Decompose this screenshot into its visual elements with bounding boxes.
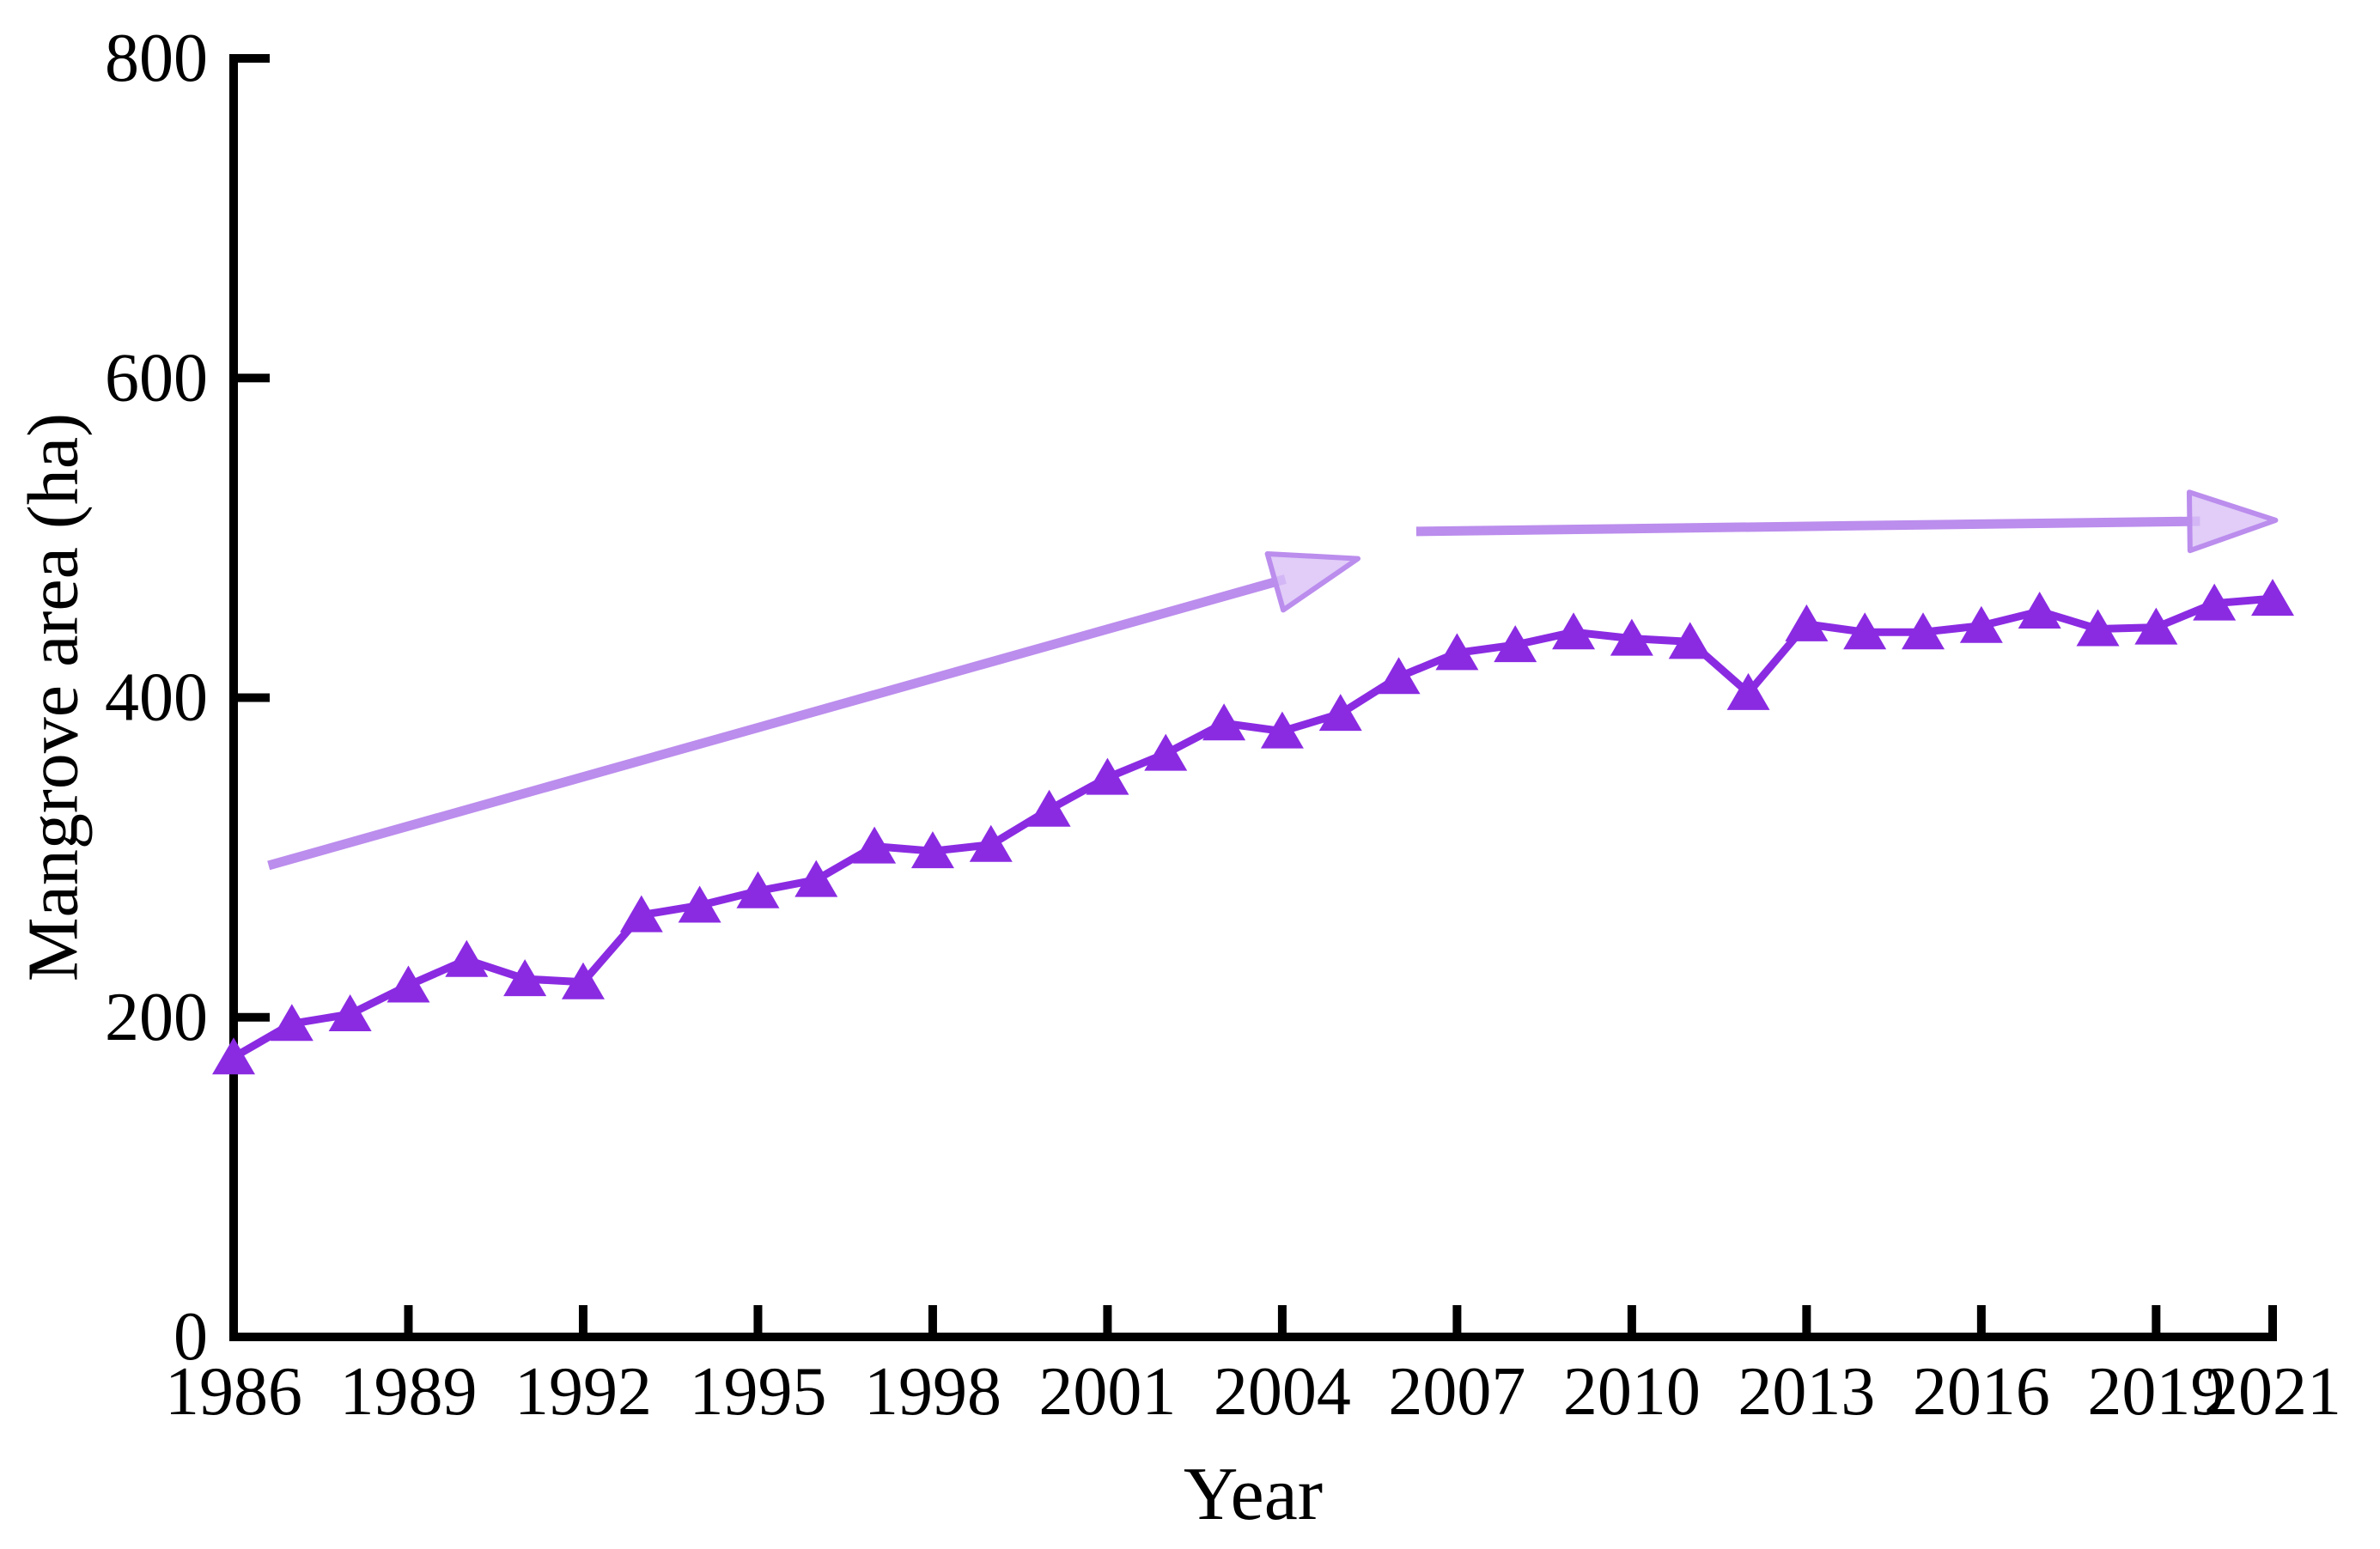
data-point-marker bbox=[445, 939, 489, 977]
data-point-marker bbox=[1086, 757, 1129, 795]
y-tick-label: 600 bbox=[105, 340, 208, 416]
data-point-marker bbox=[1260, 711, 1304, 749]
x-tick-label: 2021 bbox=[2204, 1354, 2341, 1430]
data-point-marker bbox=[853, 826, 897, 864]
data-point-marker bbox=[736, 871, 780, 908]
data-point-marker bbox=[1785, 604, 1829, 641]
x-tick-label: 1995 bbox=[689, 1354, 826, 1430]
y-axis-title: Mangrove area (ha) bbox=[13, 412, 94, 982]
data-point-marker bbox=[1668, 622, 1712, 659]
x-tick-label: 2013 bbox=[1738, 1354, 1875, 1430]
data-point-marker bbox=[328, 994, 372, 1032]
data-point-marker bbox=[910, 831, 954, 869]
data-point-marker bbox=[1494, 625, 1537, 663]
data-point-marker bbox=[969, 824, 1013, 862]
data-point-marker bbox=[678, 885, 721, 923]
data-point-marker bbox=[503, 959, 547, 997]
y-tick-label: 200 bbox=[105, 980, 208, 1055]
data-point-marker bbox=[561, 962, 605, 999]
data-point-marker bbox=[1144, 733, 1188, 771]
x-tick-label: 2016 bbox=[1913, 1354, 2050, 1430]
data-point-marker bbox=[212, 1037, 255, 1075]
data-point-marker bbox=[2134, 607, 2178, 645]
x-tick-label: 2001 bbox=[1038, 1354, 1176, 1430]
data-point-marker bbox=[619, 895, 663, 932]
y-tick-label: 400 bbox=[105, 660, 208, 736]
x-tick-label: 1992 bbox=[514, 1354, 652, 1430]
data-point-marker bbox=[387, 965, 430, 1003]
x-tick-label: 1998 bbox=[864, 1354, 1001, 1430]
data-point-marker bbox=[2018, 591, 2061, 629]
data-point-marker bbox=[1902, 612, 1945, 650]
data-point-marker bbox=[270, 1004, 313, 1042]
data-point-marker bbox=[1377, 657, 1421, 695]
data-point-marker bbox=[1552, 612, 1596, 650]
data-point-marker bbox=[1843, 612, 1887, 650]
x-tick-label: 2007 bbox=[1388, 1354, 1525, 1430]
data-point-marker bbox=[1959, 605, 2003, 643]
data-point-marker bbox=[1610, 618, 1653, 656]
x-tick-label: 2019 bbox=[2087, 1354, 2225, 1430]
x-tick-label: 1989 bbox=[339, 1354, 477, 1430]
x-tick-label: 2004 bbox=[1214, 1354, 1351, 1430]
x-tick-label: 2010 bbox=[1563, 1354, 1701, 1430]
x-axis-title: Year bbox=[1183, 1453, 1324, 1536]
data-point-marker bbox=[2251, 579, 2294, 617]
data-point-marker bbox=[794, 860, 838, 897]
x-tick-label: 1986 bbox=[165, 1354, 302, 1430]
data-point-marker bbox=[2193, 583, 2237, 621]
trend-arrowhead bbox=[2186, 489, 2279, 554]
trend-arrowhead bbox=[1264, 550, 1361, 613]
y-tick-label: 0 bbox=[173, 1299, 208, 1375]
trend-arrow-line bbox=[1415, 516, 2200, 537]
y-tick-label: 800 bbox=[105, 21, 208, 96]
trend-arrow-line bbox=[267, 574, 1287, 871]
data-point-marker bbox=[2076, 609, 2120, 647]
data-point-marker bbox=[1318, 694, 1362, 732]
data-point-marker bbox=[1726, 672, 1770, 710]
data-point-marker bbox=[1435, 633, 1479, 671]
data-point-marker bbox=[1202, 703, 1246, 741]
data-point-marker bbox=[1027, 789, 1071, 827]
